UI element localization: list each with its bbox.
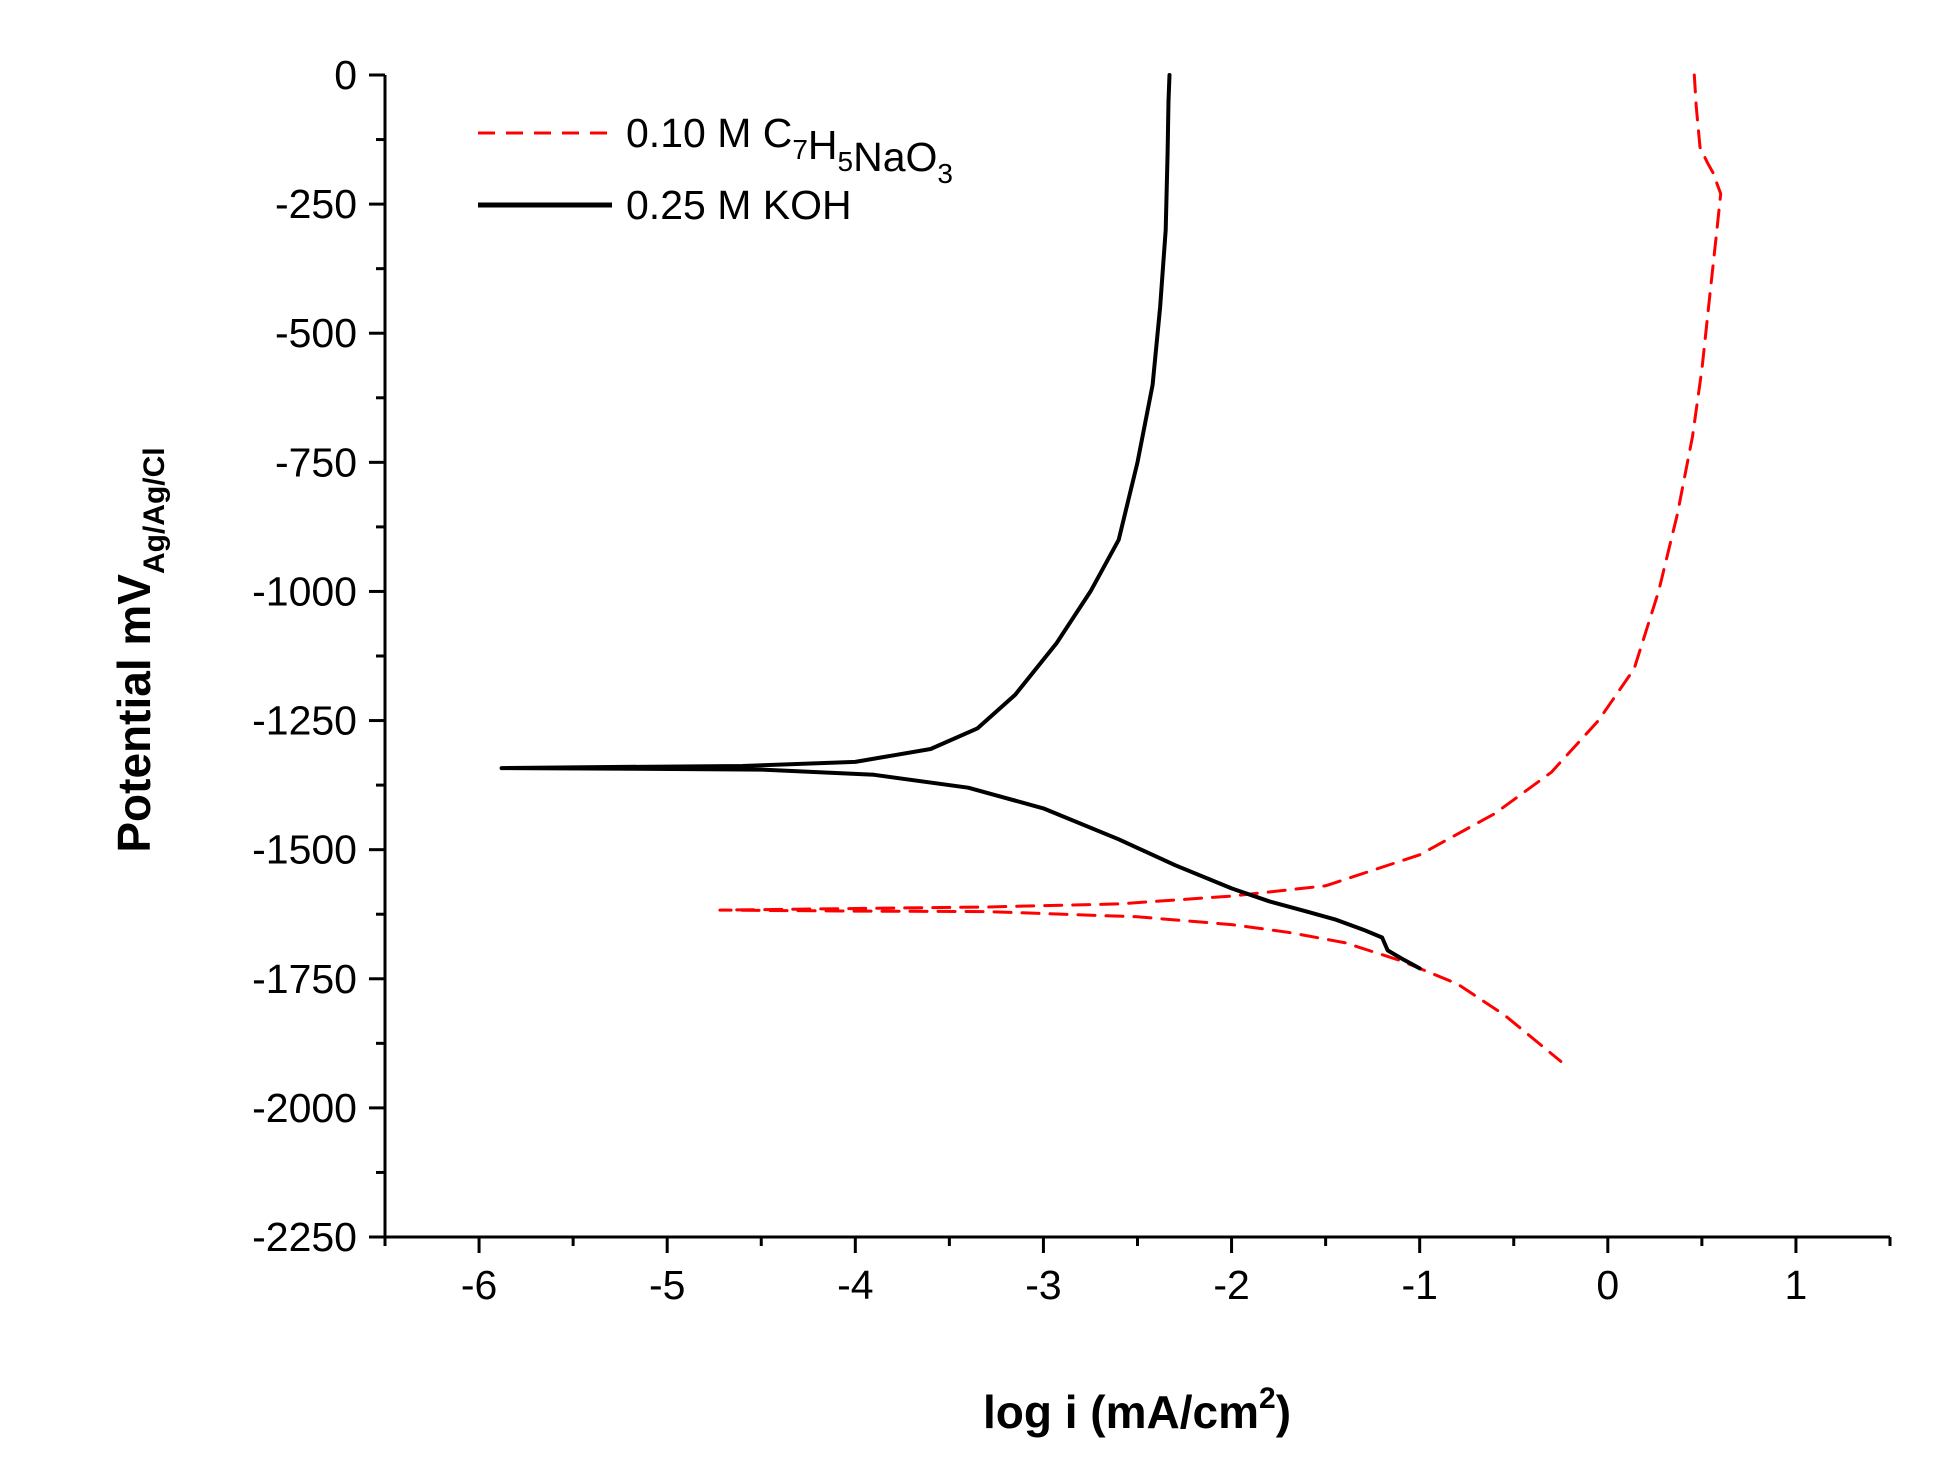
x-tick-label: -1 xyxy=(1401,1262,1437,1308)
y-tick-label: -1750 xyxy=(252,956,357,1002)
y-tick-label: 0 xyxy=(334,52,357,98)
y-tick-label: -2000 xyxy=(252,1085,357,1131)
y-tick-label: -1250 xyxy=(252,698,357,744)
y-tick-label: -250 xyxy=(275,181,357,227)
plot-area xyxy=(499,73,1723,1063)
x-tick-label: -6 xyxy=(461,1262,497,1308)
x-tick-label: 1 xyxy=(1785,1262,1808,1308)
y-tick-label: -2250 xyxy=(252,1214,357,1260)
y-tick-label: -1500 xyxy=(252,827,357,873)
y-axis-ticks: 0 -250 -500 -750 -1000 -1250 -1500 -1750 -2000 -2… xyxy=(252,52,385,1260)
x-tick-label: -3 xyxy=(1025,1262,1061,1308)
legend-label-2: 0.25 M KOH xyxy=(626,182,852,228)
y-tick-label: -750 xyxy=(275,439,357,485)
x-tick-label: 0 xyxy=(1596,1262,1619,1308)
legend-label-1: 0.10 M C7H5NaO3 xyxy=(626,110,953,189)
series-line-2 xyxy=(499,73,1422,971)
x-axis-title: log i (mA/cm2) xyxy=(983,1382,1291,1438)
y-axis-title: Potential mVAg/Ag/Cl xyxy=(108,447,171,852)
x-axis-ticks: -6 -5 -4 -3 -2 -1 0 1 xyxy=(383,1237,1892,1308)
x-axis-title-close: ) xyxy=(1276,1386,1291,1438)
y-axis-title-main: Potential mV xyxy=(108,574,160,853)
series-line-1 xyxy=(718,73,1723,1063)
y-tick-label: -500 xyxy=(275,310,357,356)
x-axis-title-sup: 2 xyxy=(1259,1382,1276,1415)
x-tick-label: -4 xyxy=(837,1262,873,1308)
y-tick-label: -1000 xyxy=(252,568,357,614)
x-tick-label: -5 xyxy=(649,1262,685,1308)
y-axis-title-sub: Ag/Ag/Cl xyxy=(138,447,171,574)
x-tick-label: -2 xyxy=(1213,1262,1249,1308)
x-axis-title-main: log i (mA/cm xyxy=(983,1386,1259,1438)
